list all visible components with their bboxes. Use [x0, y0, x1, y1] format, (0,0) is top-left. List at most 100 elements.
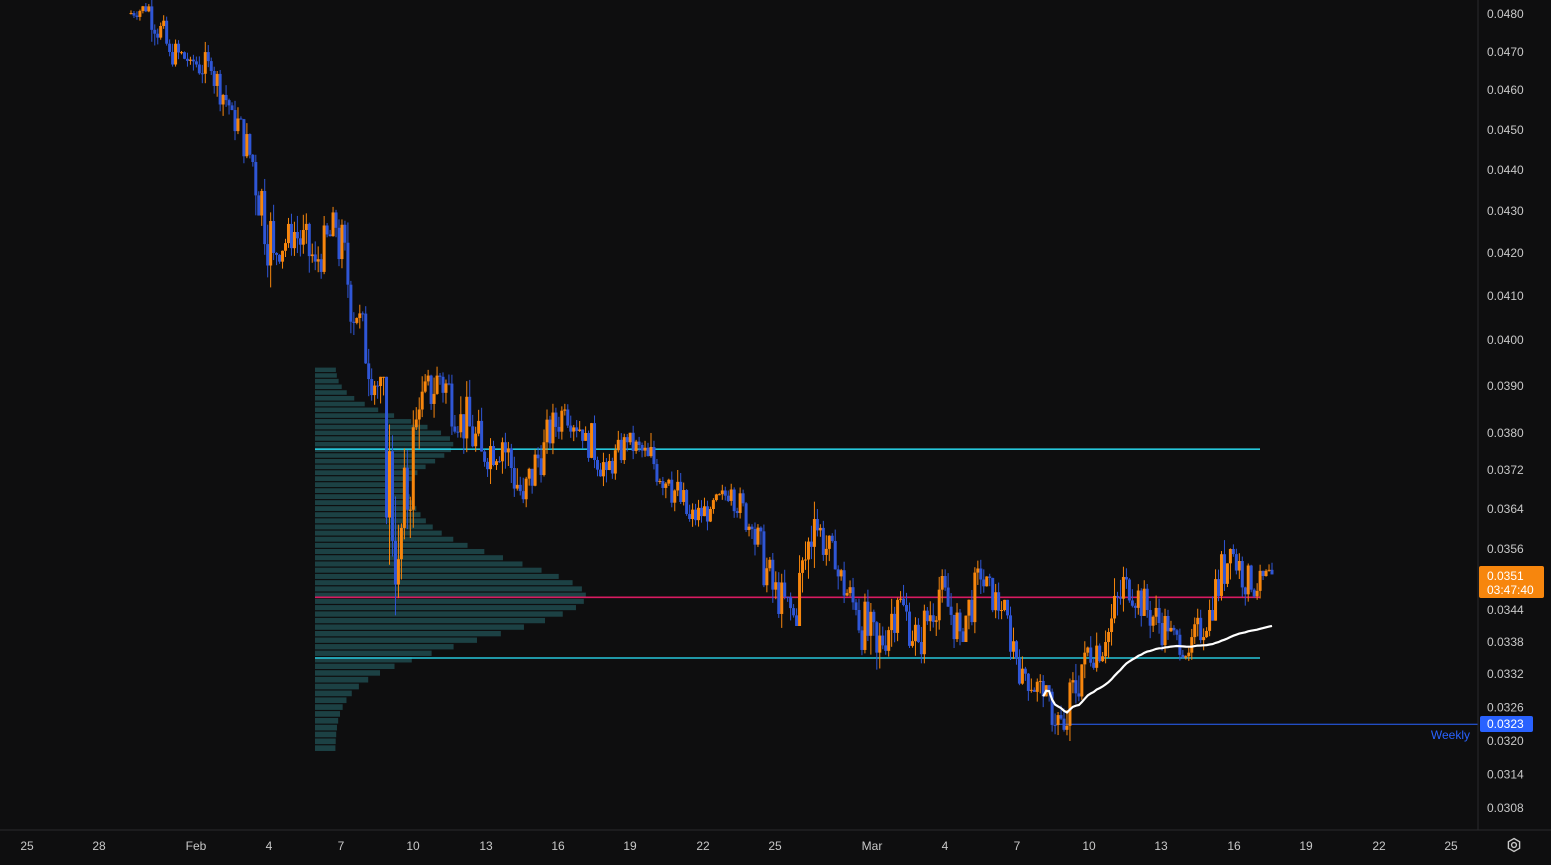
candle-body	[705, 506, 709, 522]
candle-body	[943, 576, 947, 588]
price-axis[interactable]: 0.0480 0.0470 0.0460 0.0450 0.0440 0.0430 0.04…	[1487, 7, 1524, 815]
volume-profile-bar	[315, 670, 381, 676]
candle-body	[209, 61, 213, 71]
candle	[875, 621, 879, 670]
candle	[1130, 589, 1134, 608]
candle	[1178, 628, 1182, 661]
candle	[845, 589, 849, 597]
candle	[483, 449, 487, 467]
candle-body	[792, 608, 796, 616]
candle	[310, 243, 314, 263]
candle	[429, 374, 433, 410]
price-tick-label: 0.0410	[1487, 289, 1524, 303]
candle-body	[682, 490, 686, 502]
candle	[640, 442, 644, 458]
candle-body	[839, 570, 843, 577]
candle	[1009, 606, 1013, 660]
candle	[839, 568, 843, 581]
candle-body	[426, 375, 430, 382]
candle	[590, 422, 594, 459]
candle	[298, 230, 302, 257]
candle	[200, 64, 204, 84]
candle-body	[236, 118, 240, 132]
candle-body	[575, 427, 579, 431]
candle-body	[129, 13, 133, 15]
candle-body	[319, 259, 323, 272]
candle	[468, 379, 472, 427]
candle-body	[316, 259, 320, 262]
candle	[842, 561, 846, 604]
candle-body	[818, 527, 822, 531]
candle	[925, 607, 929, 625]
candle	[997, 582, 1001, 620]
volume-profile-bar	[315, 396, 355, 401]
candle-body	[717, 494, 721, 496]
candle-body	[587, 433, 591, 458]
candle-body	[899, 598, 903, 600]
candle-body	[218, 73, 222, 105]
candle	[771, 552, 775, 603]
candle-body	[281, 250, 285, 262]
candle	[257, 191, 261, 216]
candle	[937, 576, 941, 630]
candle	[1006, 599, 1010, 619]
time-tick-label: 25	[1444, 839, 1458, 853]
time-tick-label: 16	[1227, 839, 1241, 853]
candle	[601, 452, 605, 487]
candle-body	[203, 52, 207, 74]
candle	[762, 524, 766, 588]
candle	[587, 430, 591, 462]
time-axis[interactable]: 25 28 Feb 4 7 10 13 16 19 22 25 Mar 4 7 10 13 16 19 22 25	[20, 839, 1458, 853]
candle	[994, 583, 998, 619]
candle	[156, 28, 160, 45]
candle	[188, 56, 192, 65]
candle	[215, 71, 219, 97]
candle-body	[471, 426, 475, 447]
candle	[159, 22, 163, 40]
candle-body	[423, 381, 427, 392]
candle-body	[269, 221, 273, 266]
volume-profile-bar	[315, 586, 582, 592]
candle	[726, 490, 730, 503]
candle-body	[872, 611, 876, 623]
chart-settings-button[interactable]	[1500, 834, 1528, 856]
candle	[750, 524, 754, 539]
candle	[281, 250, 285, 269]
candle	[809, 525, 813, 560]
candle	[408, 496, 412, 539]
candle	[893, 606, 897, 643]
candle	[1077, 675, 1081, 702]
candle-body	[1133, 605, 1137, 608]
candle-body	[212, 71, 216, 86]
candle-body	[937, 589, 941, 621]
candle	[872, 609, 876, 636]
candle-body	[251, 154, 255, 162]
candle-body	[331, 212, 335, 237]
candle-body	[896, 599, 900, 633]
candle	[379, 376, 383, 404]
time-tick-label: 7	[338, 839, 345, 853]
candle-body	[649, 446, 653, 457]
candle-body	[1092, 662, 1096, 668]
candle-body	[596, 459, 600, 470]
weekly-price-label: 0.0323	[1487, 717, 1524, 731]
candle	[177, 40, 181, 60]
candle	[830, 533, 834, 543]
candle	[866, 589, 870, 642]
candle	[260, 188, 264, 226]
candle	[233, 100, 237, 141]
candle	[1202, 628, 1206, 651]
candle-body	[376, 385, 380, 387]
candle-body	[821, 527, 825, 555]
candle	[304, 213, 308, 244]
candle-body	[343, 224, 347, 243]
candle	[741, 489, 745, 507]
candle	[1169, 620, 1173, 632]
candle-body	[295, 232, 299, 239]
candle	[753, 522, 757, 556]
candle-body	[922, 610, 926, 655]
candle	[524, 476, 528, 508]
